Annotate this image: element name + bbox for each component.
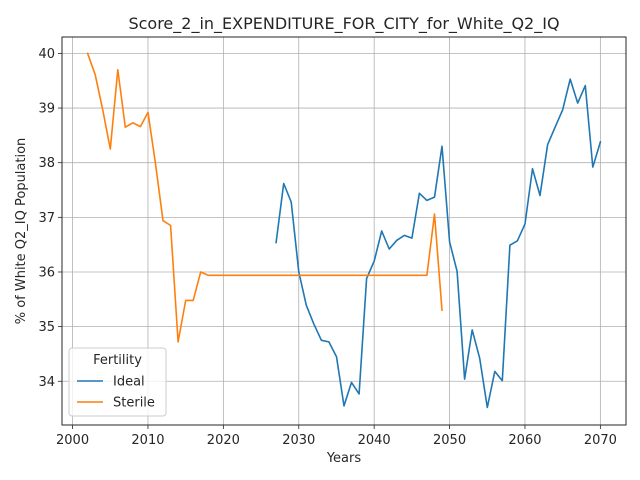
legend-label-ideal: Ideal xyxy=(113,375,145,390)
x-tick-label: 2060 xyxy=(508,433,541,448)
y-tick-label: 37 xyxy=(38,211,55,226)
x-tick-label: 2030 xyxy=(282,433,315,448)
x-axis-label: Years xyxy=(326,451,362,466)
x-tick-label: 2010 xyxy=(131,433,164,448)
y-tick-label: 34 xyxy=(38,375,55,390)
y-tick-label: 36 xyxy=(38,265,55,280)
y-tick-label: 40 xyxy=(38,47,55,62)
chart-title: Score_2_in_EXPENDITURE_FOR_CITY_for_Whit… xyxy=(128,14,559,34)
x-tick-label: 2070 xyxy=(584,433,617,448)
x-tick-label: 2040 xyxy=(358,433,391,448)
x-tick-label: 2050 xyxy=(433,433,466,448)
legend-label-sterile: Sterile xyxy=(113,396,155,411)
legend-title: Fertility xyxy=(93,353,142,368)
x-tick-label: 2020 xyxy=(207,433,240,448)
y-tick-label: 39 xyxy=(38,102,55,117)
y-tick-label: 38 xyxy=(38,156,55,171)
x-tick-label: 2000 xyxy=(56,433,89,448)
y-tick-label: 35 xyxy=(38,320,55,335)
legend: Fertility Ideal Sterile xyxy=(69,348,166,416)
y-axis-label: % of White Q2_IQ Population xyxy=(14,138,29,325)
